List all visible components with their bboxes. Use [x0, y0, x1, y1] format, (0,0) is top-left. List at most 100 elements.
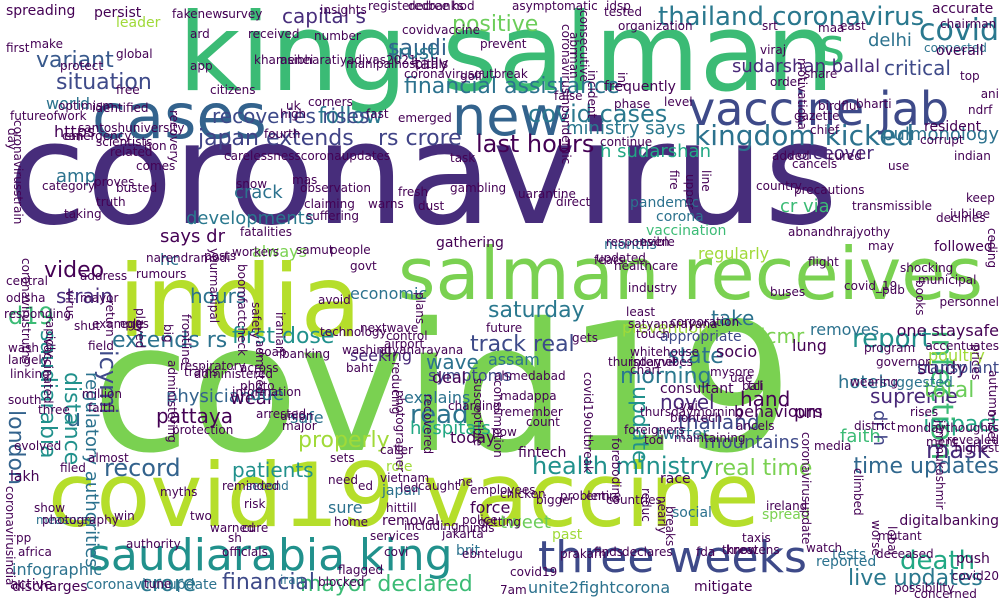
- word-263: count: [526, 415, 560, 429]
- word-386: ebntelugu: [462, 547, 523, 561]
- word-183: personnel: [939, 295, 999, 309]
- word-112: months: [604, 237, 657, 253]
- word-138: removal: [382, 513, 440, 529]
- word-164: resident: [924, 119, 982, 135]
- word-177: shocking: [900, 261, 954, 275]
- word-232: truth: [96, 195, 126, 209]
- word-36: record: [104, 454, 181, 482]
- word-89: pulmonology: [882, 124, 999, 145]
- word-211: two: [190, 509, 212, 523]
- word-385: jakarta: [442, 527, 484, 541]
- word-381: covid19: [510, 565, 558, 579]
- word-94: tweet: [500, 512, 551, 533]
- word-284: uarantine: [518, 187, 576, 201]
- word-427: minds: [458, 521, 495, 535]
- word-204: employees: [470, 483, 536, 497]
- word-419: books: [913, 280, 927, 316]
- word-26: d19: [8, 302, 54, 330]
- word-170: declines: [936, 211, 986, 225]
- word-246: samut: [296, 243, 334, 257]
- word-372: south: [8, 393, 42, 407]
- word-34: crore: [140, 572, 197, 597]
- word-307: manipalhospitals: [346, 57, 449, 71]
- word-326: gazette: [794, 109, 840, 123]
- word-21: rs crore: [378, 126, 462, 151]
- word-75: mountains: [704, 432, 800, 453]
- word-44: delhi: [868, 30, 912, 51]
- word-123: fintech: [518, 445, 567, 461]
- word-43: track real: [470, 332, 575, 357]
- word-54: h sudarshan: [600, 141, 711, 162]
- word-187: ireland: [766, 499, 808, 513]
- word-216: second: [246, 479, 289, 493]
- word-82: pm: [794, 402, 823, 423]
- word-357: uae: [730, 371, 753, 385]
- word-424: vietnam: [380, 471, 430, 485]
- word-446: ceding: [985, 228, 999, 269]
- word-117: regularly: [698, 244, 770, 263]
- word-76: supreme: [870, 384, 958, 408]
- word-431: thursdaymorning: [640, 405, 744, 419]
- word-448: can: [62, 129, 84, 143]
- word-207: police: [462, 513, 498, 527]
- word-55: cr via: [780, 196, 830, 217]
- word-37: extends rs: [112, 328, 228, 353]
- word-80: transplant: [917, 358, 999, 377]
- word-300: first: [6, 41, 30, 55]
- word-402: photography: [42, 513, 119, 527]
- word-292: corners: [308, 95, 353, 109]
- word-203: problem: [560, 489, 610, 503]
- word-65: strain: [56, 284, 113, 308]
- word-358: ne: [458, 475, 473, 489]
- word-169: jubilee: [950, 207, 990, 221]
- word-371: africa: [18, 545, 52, 559]
- word-319: idsp: [606, 0, 631, 13]
- word-214: authority: [126, 537, 181, 551]
- word-221: lakh: [10, 469, 40, 485]
- word-441: plans: [413, 292, 427, 325]
- word-250: technology: [320, 325, 387, 339]
- word-110: pandemic: [630, 195, 700, 211]
- word-149: survey: [222, 7, 263, 21]
- word-185: district: [854, 419, 896, 433]
- word-455: million: [82, 387, 122, 401]
- word-364: iran: [280, 573, 304, 587]
- word-50: trust: [390, 40, 438, 64]
- word-238: suffering: [306, 209, 359, 223]
- word-124: measures: [36, 513, 95, 527]
- word-254: trains: [184, 365, 219, 379]
- word-294: emergency: [64, 129, 132, 143]
- word-429: foreboding: [609, 438, 623, 503]
- word-332: cancels: [792, 157, 838, 171]
- word-438: major: [282, 419, 317, 433]
- word-447: hon: [144, 139, 167, 153]
- word-413: big: [161, 324, 175, 343]
- word-240: workers: [232, 245, 280, 259]
- word-339: tested: [604, 5, 643, 19]
- word-142: japan: [382, 483, 421, 499]
- word-265: touch: [636, 327, 670, 341]
- word-33: mayor declared: [300, 572, 473, 597]
- word-391: highest: [954, 441, 999, 455]
- word-85: voiceover: [786, 143, 874, 164]
- word-154: hod: [452, 0, 475, 13]
- word-13: kingdom kicked: [694, 119, 915, 152]
- word-291: identified: [92, 101, 149, 115]
- word-120: suggested: [880, 375, 953, 391]
- word-109: corona: [656, 209, 704, 225]
- word-141: race: [660, 471, 691, 487]
- word-99: physician: [166, 386, 252, 407]
- word-243: rumours: [136, 267, 187, 281]
- word-195: taxis: [742, 531, 771, 545]
- word-174: abnandhrajyothy: [788, 225, 891, 239]
- word-283: warns: [368, 197, 404, 211]
- word-293: optimism: [58, 99, 114, 113]
- word-125: infographic: [12, 560, 103, 579]
- word-198: declares: [622, 545, 673, 559]
- word-166: cured: [828, 149, 862, 163]
- word-45: critical: [884, 56, 951, 80]
- word-59: take: [711, 306, 755, 330]
- word-266: internet: [630, 355, 678, 369]
- word-41: state: [668, 344, 724, 369]
- word-309: carelessnesscoronaupdates: [224, 149, 391, 163]
